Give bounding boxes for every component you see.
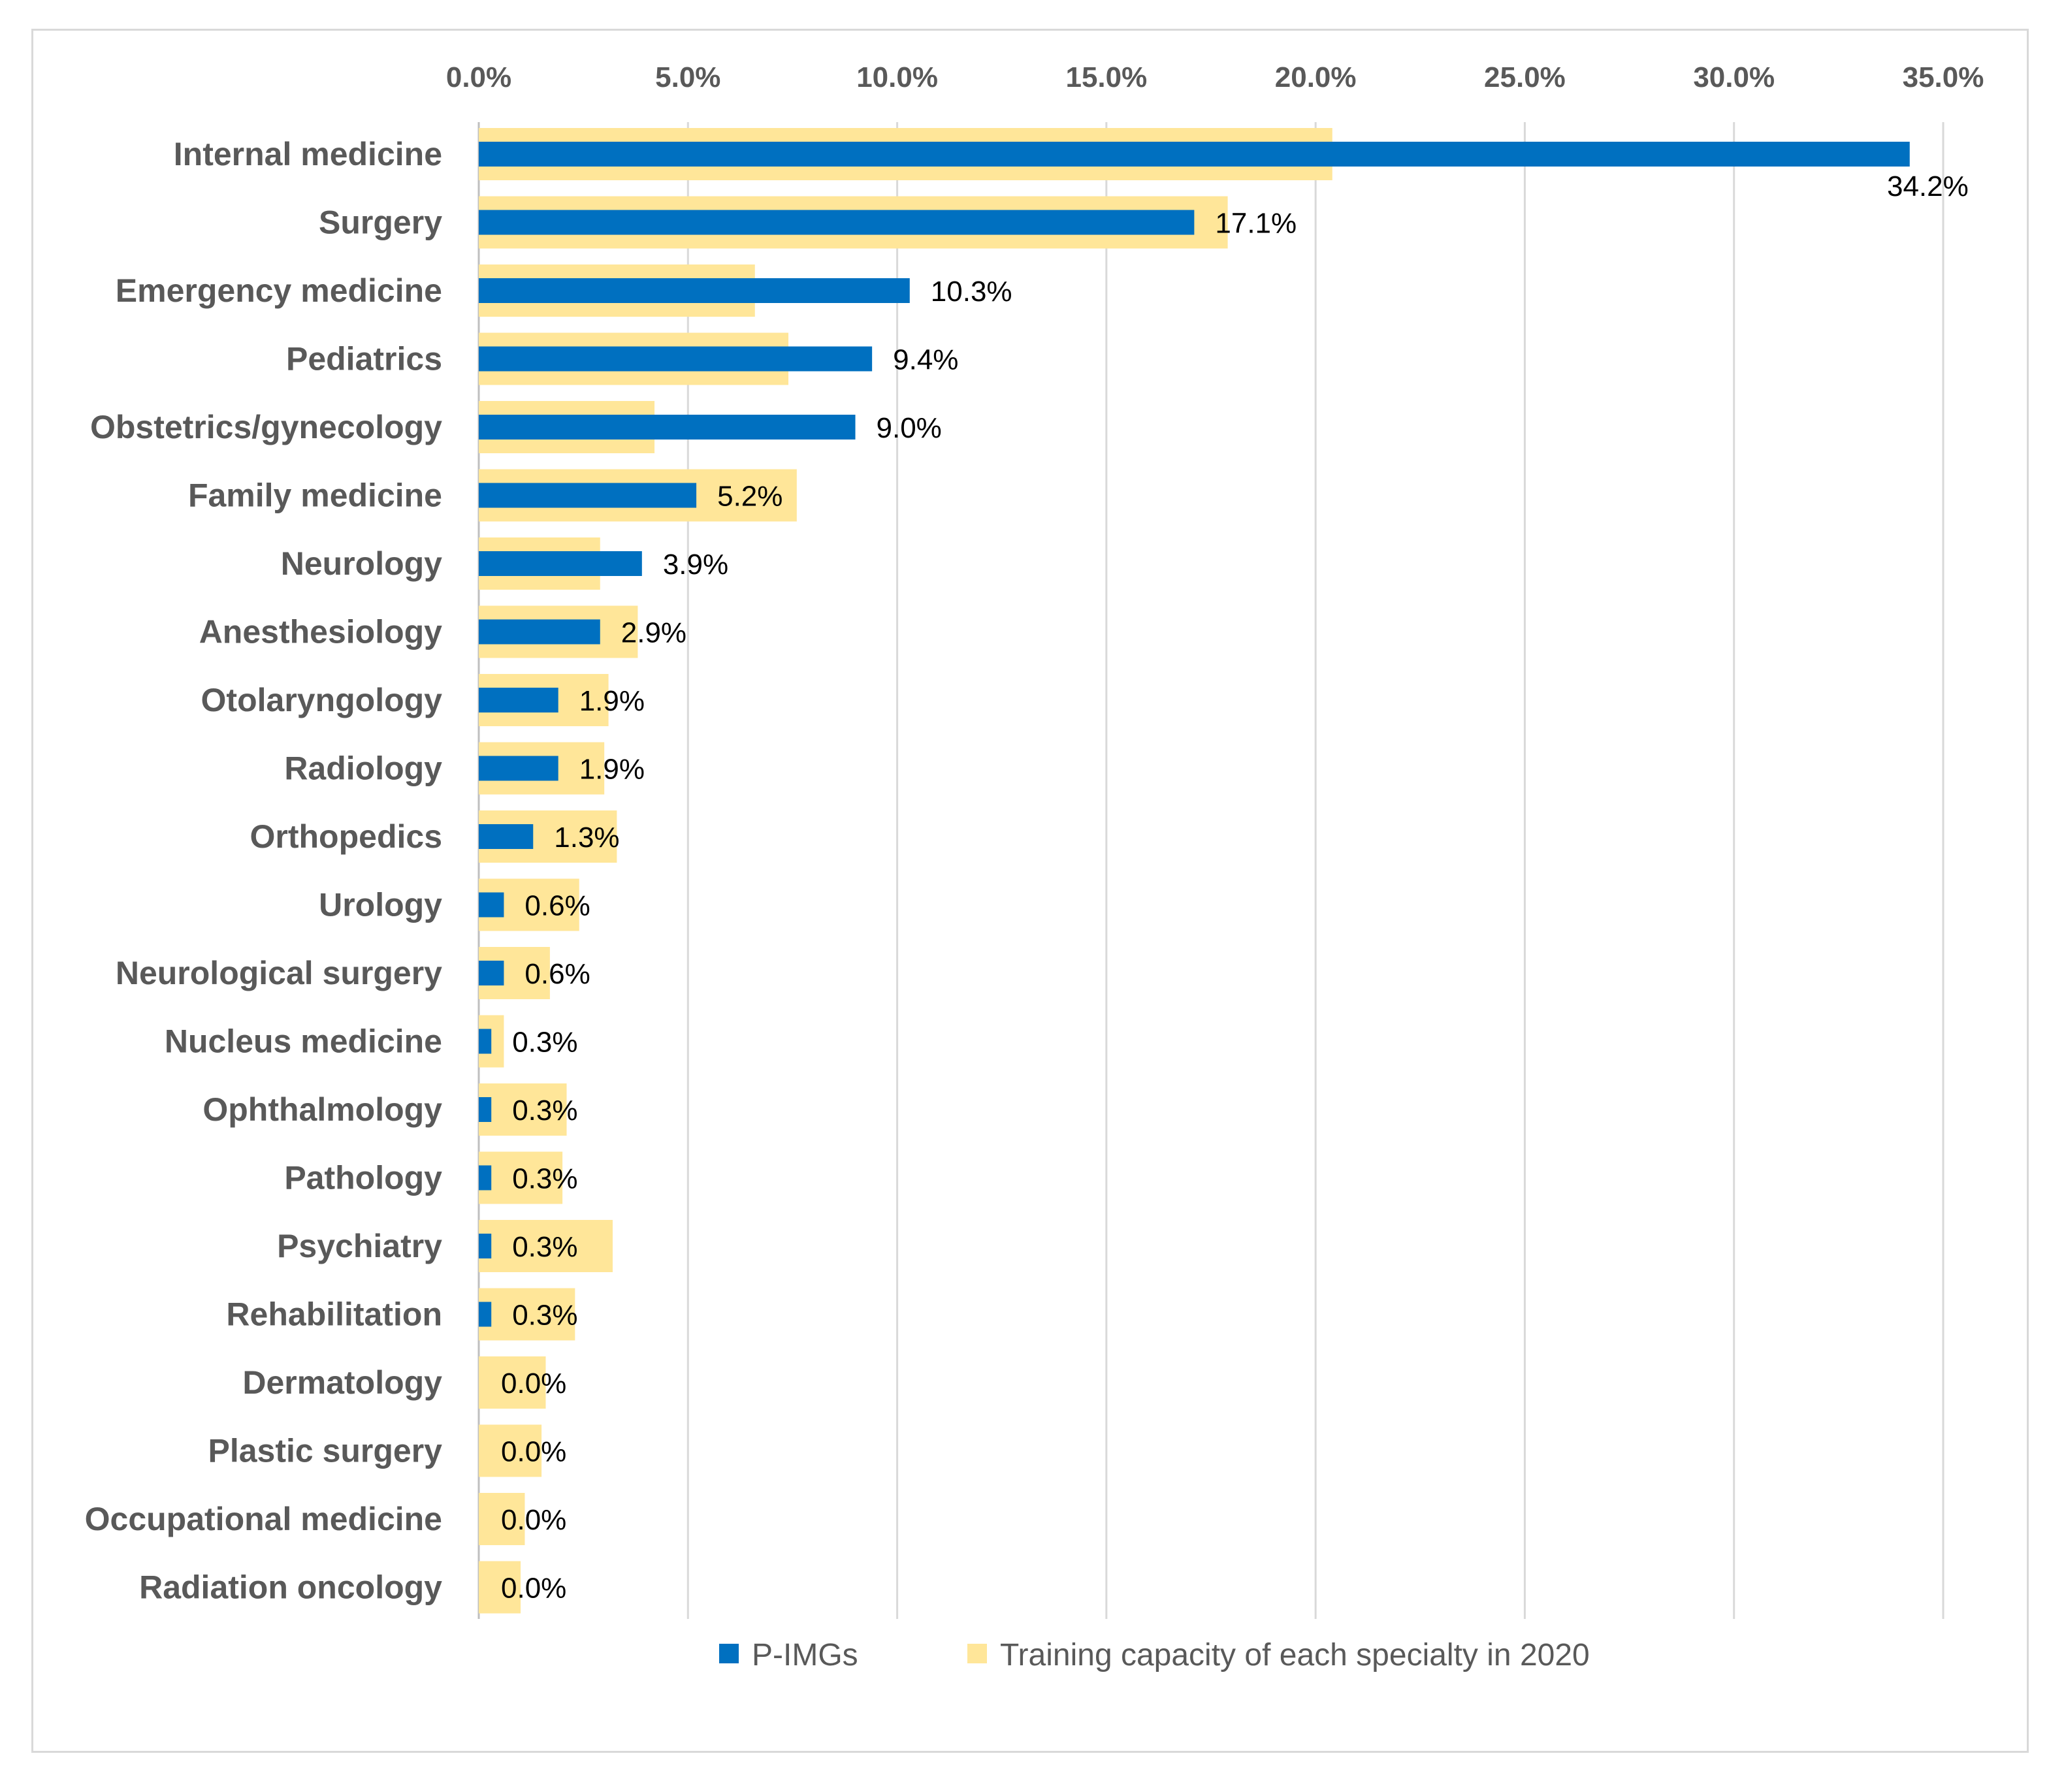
bar-p-imgs-otolaryngology (479, 688, 558, 712)
data-label-p-imgs-pediatrics: 9.4% (893, 344, 958, 376)
data-label-p-imgs-occupational-medicine: 0.0% (501, 1504, 566, 1536)
category-label-dermatology: Dermatology (242, 1364, 442, 1401)
data-label-p-imgs-otolaryngology: 1.9% (579, 685, 645, 717)
x-tick-label: 10.0% (856, 61, 938, 93)
data-label-p-imgs-emergency-medicine: 10.3% (931, 276, 1012, 308)
x-tick-label: 15.0% (1065, 61, 1147, 93)
bar-p-imgs-pathology (479, 1165, 492, 1191)
category-label-rehabilitation: Rehabilitation (226, 1296, 442, 1333)
category-label-family-medicine: Family medicine (188, 477, 442, 514)
chart: 0.0% 5.0% 10.0% 15.0% 20.0% 25.0% 30.0% 35.0% I… (85, 61, 1984, 1672)
category-label-urology: Urology (319, 887, 442, 923)
category-label-internal-medicine: Internal medicine (174, 136, 442, 172)
bar-p-imgs-pediatrics (479, 346, 873, 372)
bars (479, 128, 1910, 1614)
bar-training-capacity-pathology (479, 1151, 563, 1204)
x-tick-label: 0.0% (446, 61, 511, 93)
data-label-p-imgs-obstetrics-gynecology: 9.0% (877, 412, 942, 444)
bar-p-imgs-obstetrics-gynecology (479, 415, 856, 440)
bar-p-imgs-nucleus-medicine (479, 1029, 492, 1054)
data-label-p-imgs-neurology: 3.9% (663, 549, 728, 581)
data-label-p-imgs-urology: 0.6% (524, 890, 590, 922)
x-axis-ticks: 0.0% 5.0% 10.0% 15.0% 20.0% 25.0% 30.0% 35.0% (446, 61, 1984, 93)
category-label-radiation-oncology: Radiation oncology (139, 1569, 442, 1606)
bar-training-capacity-dermatology (479, 1356, 546, 1409)
category-label-emergency-medicine: Emergency medicine (116, 272, 442, 309)
legend-label-training-capacity: Training capacity of each specialty in 2… (1000, 1638, 1590, 1672)
data-label-p-imgs-rehabilitation: 0.3% (512, 1300, 577, 1332)
bar-p-imgs-rehabilitation (479, 1302, 492, 1327)
category-label-obstetrics-gynecology: Obstetrics/gynecology (90, 409, 442, 445)
data-label-p-imgs-dermatology: 0.0% (501, 1368, 566, 1400)
category-label-psychiatry: Psychiatry (277, 1228, 442, 1264)
category-label-surgery: Surgery (319, 204, 442, 241)
category-labels: Internal medicine Surgery Emergency medici… (85, 136, 443, 1606)
category-label-neurology: Neurology (281, 545, 442, 582)
category-label-plastic-surgery: Plastic surgery (208, 1433, 442, 1469)
bar-p-imgs-anesthesiology (479, 619, 600, 645)
category-label-ophthalmology: Ophthalmology (202, 1091, 442, 1128)
bar-training-capacity-ophthalmology (479, 1083, 567, 1136)
category-label-occupational-medicine: Occupational medicine (85, 1501, 442, 1537)
data-label-p-imgs-radiation-oncology: 0.0% (501, 1573, 566, 1605)
data-label-p-imgs-radiology: 1.9% (579, 754, 645, 786)
category-label-orthopedics: Orthopedics (250, 818, 442, 855)
data-label-p-imgs-ophthalmology: 0.3% (512, 1095, 577, 1127)
data-label-p-imgs-family-medicine: 5.2% (717, 481, 782, 513)
category-label-otolaryngology: Otolaryngology (201, 682, 443, 718)
bar-p-imgs-neurological-surgery (479, 961, 504, 985)
bar-training-capacity-plastic-surgery (479, 1424, 542, 1477)
legend: P-IMGs Training capacity of each special… (719, 1638, 1590, 1672)
category-label-neurological-surgery: Neurological surgery (116, 955, 442, 991)
x-tick-label: 20.0% (1275, 61, 1357, 93)
data-label-p-imgs-plastic-surgery: 0.0% (501, 1436, 566, 1468)
legend-label-p-imgs: P-IMGs (752, 1638, 858, 1672)
legend-swatch-training-capacity (967, 1644, 987, 1663)
bar-p-imgs-emergency-medicine (479, 278, 910, 303)
bar-training-capacity-psychiatry (479, 1220, 613, 1272)
x-tick-label: 30.0% (1693, 61, 1775, 93)
x-tick-label: 5.0% (655, 61, 720, 93)
bar-p-imgs-surgery (479, 210, 1195, 235)
bar-p-imgs-radiology (479, 756, 558, 781)
x-tick-label: 25.0% (1484, 61, 1566, 93)
legend-swatch-p-imgs (719, 1644, 739, 1663)
data-label-p-imgs-anesthesiology: 2.9% (621, 617, 686, 649)
data-label-p-imgs-psychiatry: 0.3% (512, 1231, 577, 1263)
category-label-pediatrics: Pediatrics (286, 341, 442, 377)
data-label-p-imgs-orthopedics: 1.3% (554, 822, 619, 854)
bar-p-imgs-family-medicine (479, 483, 697, 508)
data-label-p-imgs-nucleus-medicine: 0.3% (512, 1027, 577, 1059)
category-label-radiology: Radiology (284, 750, 442, 787)
category-label-anesthesiology: Anesthesiology (199, 614, 442, 650)
bar-p-imgs-orthopedics (479, 824, 534, 849)
x-tick-label: 35.0% (1903, 61, 1984, 93)
data-label-p-imgs-pathology: 0.3% (512, 1163, 577, 1195)
bar-p-imgs-ophthalmology (479, 1097, 492, 1122)
chart-frame: 0.0% 5.0% 10.0% 15.0% 20.0% 25.0% 30.0% 35.0% I… (31, 29, 2029, 1753)
bar-p-imgs-psychiatry (479, 1234, 492, 1258)
bar-p-imgs-neurology (479, 551, 642, 576)
category-label-pathology: Pathology (284, 1160, 442, 1196)
bar-p-imgs-internal-medicine (479, 142, 1910, 167)
bar-training-capacity-rehabilitation (479, 1288, 575, 1341)
data-label-p-imgs-internal-medicine: 34.2% (1887, 170, 1969, 202)
category-label-nucleus-medicine: Nucleus medicine (165, 1023, 442, 1060)
data-labels: 34.2% 17.1% 10.3% 9.4% 9.0% 5.2% 3.9% 2.9% 1.9% 1… (501, 170, 1969, 1605)
bar-training-capacity-occupational-medicine (479, 1493, 525, 1545)
data-label-p-imgs-neurological-surgery: 0.6% (524, 958, 590, 990)
bar-p-imgs-urology (479, 892, 504, 918)
data-label-p-imgs-surgery: 17.1% (1215, 208, 1297, 240)
bar-training-capacity-radiation-oncology (479, 1561, 521, 1614)
